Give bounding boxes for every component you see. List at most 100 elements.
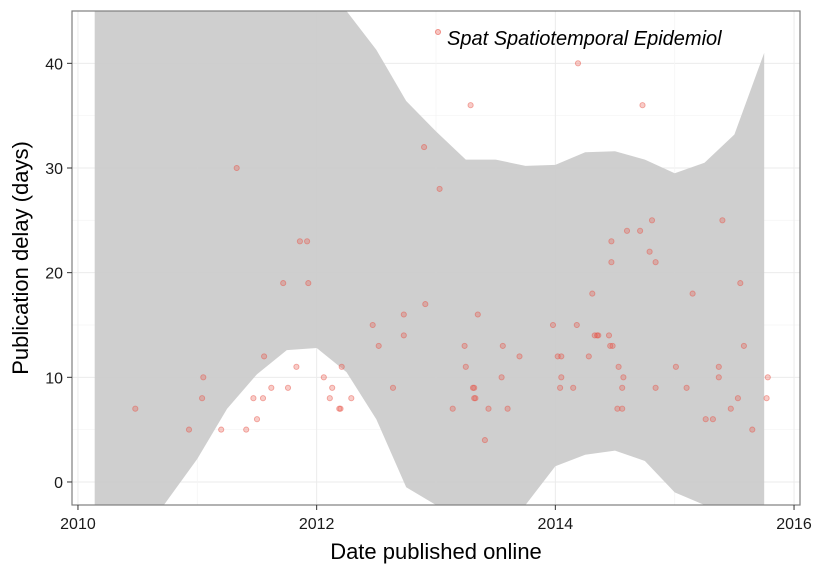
x-tick-label: 2010 [60,516,96,533]
data-point [646,248,653,255]
data-point [689,290,696,297]
data-point [589,290,596,297]
data-point [648,217,656,224]
x-axis-ticks: 2010 2012 2014 2016 [60,505,812,533]
data-point [296,238,303,245]
y-tick-label: 0 [54,475,63,492]
data-point [461,342,468,349]
data-point [549,321,557,329]
data-point [233,164,240,172]
data-point [268,384,275,391]
data-point [449,405,456,412]
data-point [557,384,564,391]
data-point [623,227,631,234]
legend-label: Spat Spatiotemporal Epidemiol [447,28,722,50]
data-point [326,395,333,402]
data-point [400,311,407,318]
data-point [400,332,407,339]
data-points [132,60,771,444]
data-point [619,405,626,412]
data-point [595,332,602,339]
data-point [615,363,622,370]
data-point [585,353,592,360]
x-tick-label: 2014 [538,516,574,533]
data-point [305,280,312,287]
data-point [261,353,268,360]
data-point [253,416,261,423]
data-point [375,342,382,349]
data-point [619,384,626,391]
data-point [320,374,327,381]
y-axis-ticks: 0 10 20 30 40 [45,56,72,492]
y-tick-label: 40 [45,56,63,73]
data-point [422,301,429,308]
data-point [259,395,267,402]
y-tick-label: 10 [45,370,63,387]
data-point [702,416,709,423]
x-axis-title: Date published online [330,539,542,564]
data-point [185,426,193,433]
data-point [471,384,478,391]
data-point [637,227,644,234]
data-point [421,144,428,151]
data-point [243,426,250,433]
data-point [734,395,741,402]
x-tick-label: 2016 [776,516,812,533]
data-point [338,363,345,370]
data-point [573,321,580,329]
data-point [672,363,679,370]
data-point [498,374,505,381]
data-point [605,332,613,339]
data-point [719,217,726,224]
data-point [293,363,300,370]
data-point [620,374,627,381]
data-point [329,384,336,391]
data-point [348,395,355,402]
data-point [462,363,469,370]
data-point [132,405,139,412]
confidence-ribbon [94,11,765,505]
legend: Spat Spatiotemporal Epidemiol [434,28,722,50]
data-point [436,185,443,192]
data-point [740,342,747,349]
data-point [558,374,565,381]
data-point [199,395,206,402]
data-point [250,395,257,402]
data-point [280,280,287,287]
x-tick-label: 2012 [299,516,335,533]
data-point [608,259,615,266]
legend-key [434,28,442,36]
data-point [284,384,292,391]
data-point [504,405,511,412]
data-point [516,353,523,360]
data-point [652,384,659,391]
data-point [499,342,506,349]
data-point [485,405,492,412]
data-point [737,280,744,287]
data-point [304,238,311,245]
data-point [609,342,616,349]
data-point [652,259,659,266]
data-point [558,353,565,360]
data-point [749,426,756,433]
data-point [337,405,344,412]
y-tick-label: 20 [45,266,63,283]
data-point [389,384,397,391]
data-point [715,363,722,370]
data-point [472,395,479,402]
data-point [467,102,474,109]
panel-border [71,10,801,506]
y-axis-title: Publication delay (days) [8,141,33,375]
data-point [218,426,225,433]
data-point [570,384,577,391]
data-point [709,416,716,423]
data-point [200,374,207,381]
data-point [639,102,646,109]
data-point [608,238,615,245]
y-tick-label: 30 [45,161,63,178]
data-point [474,311,481,318]
data-point [727,405,734,412]
data-point [683,384,690,391]
data-point [574,60,582,67]
